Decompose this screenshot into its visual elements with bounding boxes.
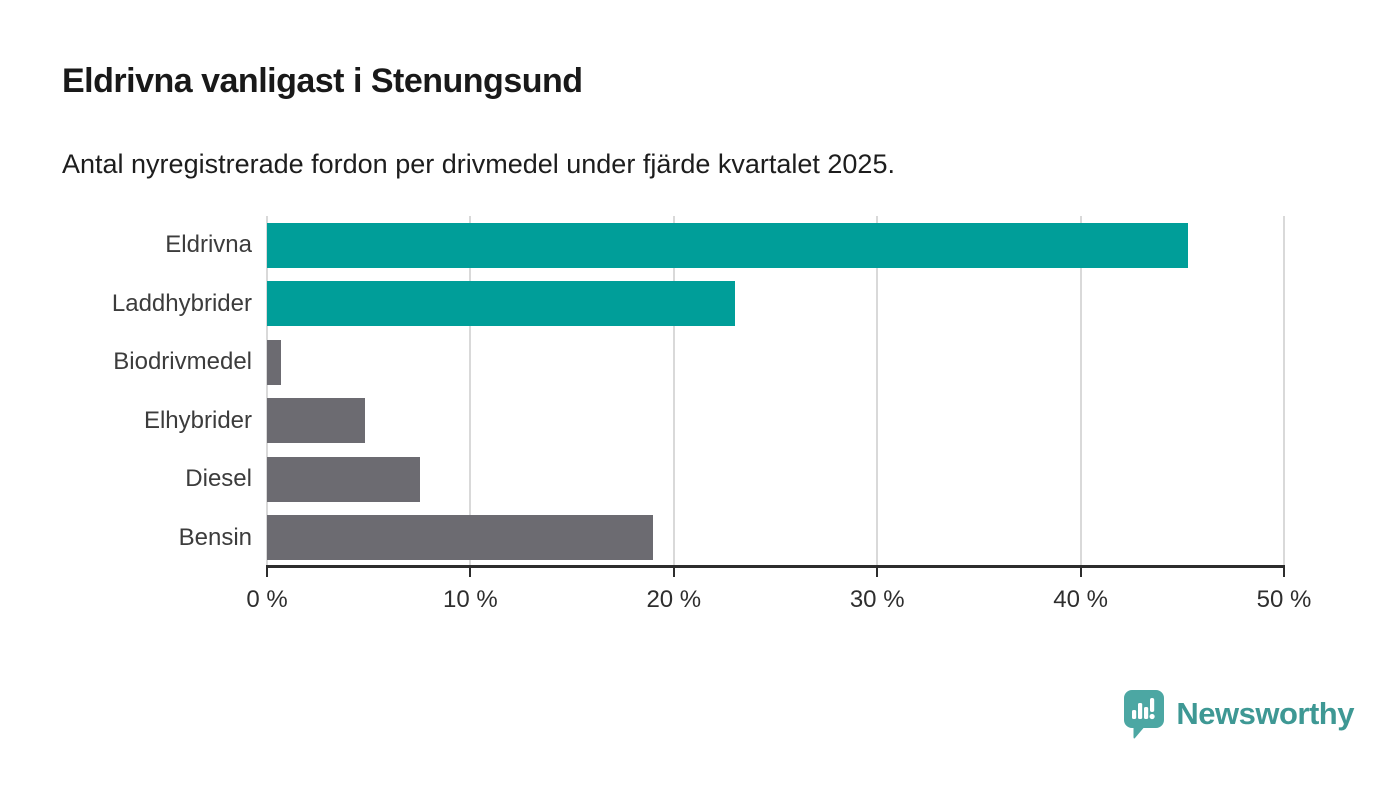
category-label-laddhybrider: Laddhybrider (111, 289, 252, 317)
x-tick-label-40: 40 % (1053, 586, 1108, 613)
gridline-10 (469, 216, 472, 567)
gridline-0 (266, 216, 268, 567)
bar-laddhybrider (267, 281, 735, 327)
chart-title: Eldrivna vanligast i Stenungsund (62, 62, 583, 100)
category-axis-labels: Eldrivna Laddhybrider Biodrivmedel Elhybrid… (0, 216, 252, 567)
newsworthy-brand: Newsworthy (1123, 689, 1354, 739)
x-tick-label-50: 50 % (1256, 586, 1312, 613)
x-tick-label-20: 20 % (646, 586, 702, 613)
category-label-elhybrider: Elhybrider (143, 406, 252, 434)
x-tick-50 (1283, 568, 1285, 577)
x-tick-20 (672, 568, 675, 577)
gridline-40 (1079, 216, 1082, 567)
gridline-50 (1283, 216, 1285, 567)
plot-area (266, 216, 1285, 567)
bar-eldrivna (267, 222, 1189, 268)
x-tick-label-0: 0 % (246, 586, 288, 613)
bar-diesel (267, 456, 420, 502)
bar-elhybrider (267, 398, 365, 444)
newsworthy-wordmark: Newsworthy (1176, 696, 1354, 731)
category-label-bensin: Bensin (178, 523, 252, 551)
x-tick-10 (469, 568, 472, 577)
bar-biodrivmedel (267, 339, 282, 385)
gridline-20 (672, 216, 675, 567)
x-axis-line (266, 565, 1285, 568)
category-label-eldrivna: Eldrivna (165, 231, 252, 259)
category-label-diesel: Diesel (185, 465, 252, 493)
category-label-biodrivmedel: Biodrivmedel (113, 348, 252, 376)
bar-bensin (267, 515, 654, 561)
chart-subtitle: Antal nyregistrerade fordon per drivmede… (62, 149, 895, 179)
x-tick-30 (876, 568, 879, 577)
x-tick-label-30: 30 % (849, 586, 905, 613)
x-tick-0 (266, 568, 268, 577)
x-tick-40 (1079, 568, 1082, 577)
gridline-30 (876, 216, 879, 567)
x-tick-label-10: 10 % (443, 586, 498, 613)
newsworthy-logo-icon (1124, 690, 1165, 739)
